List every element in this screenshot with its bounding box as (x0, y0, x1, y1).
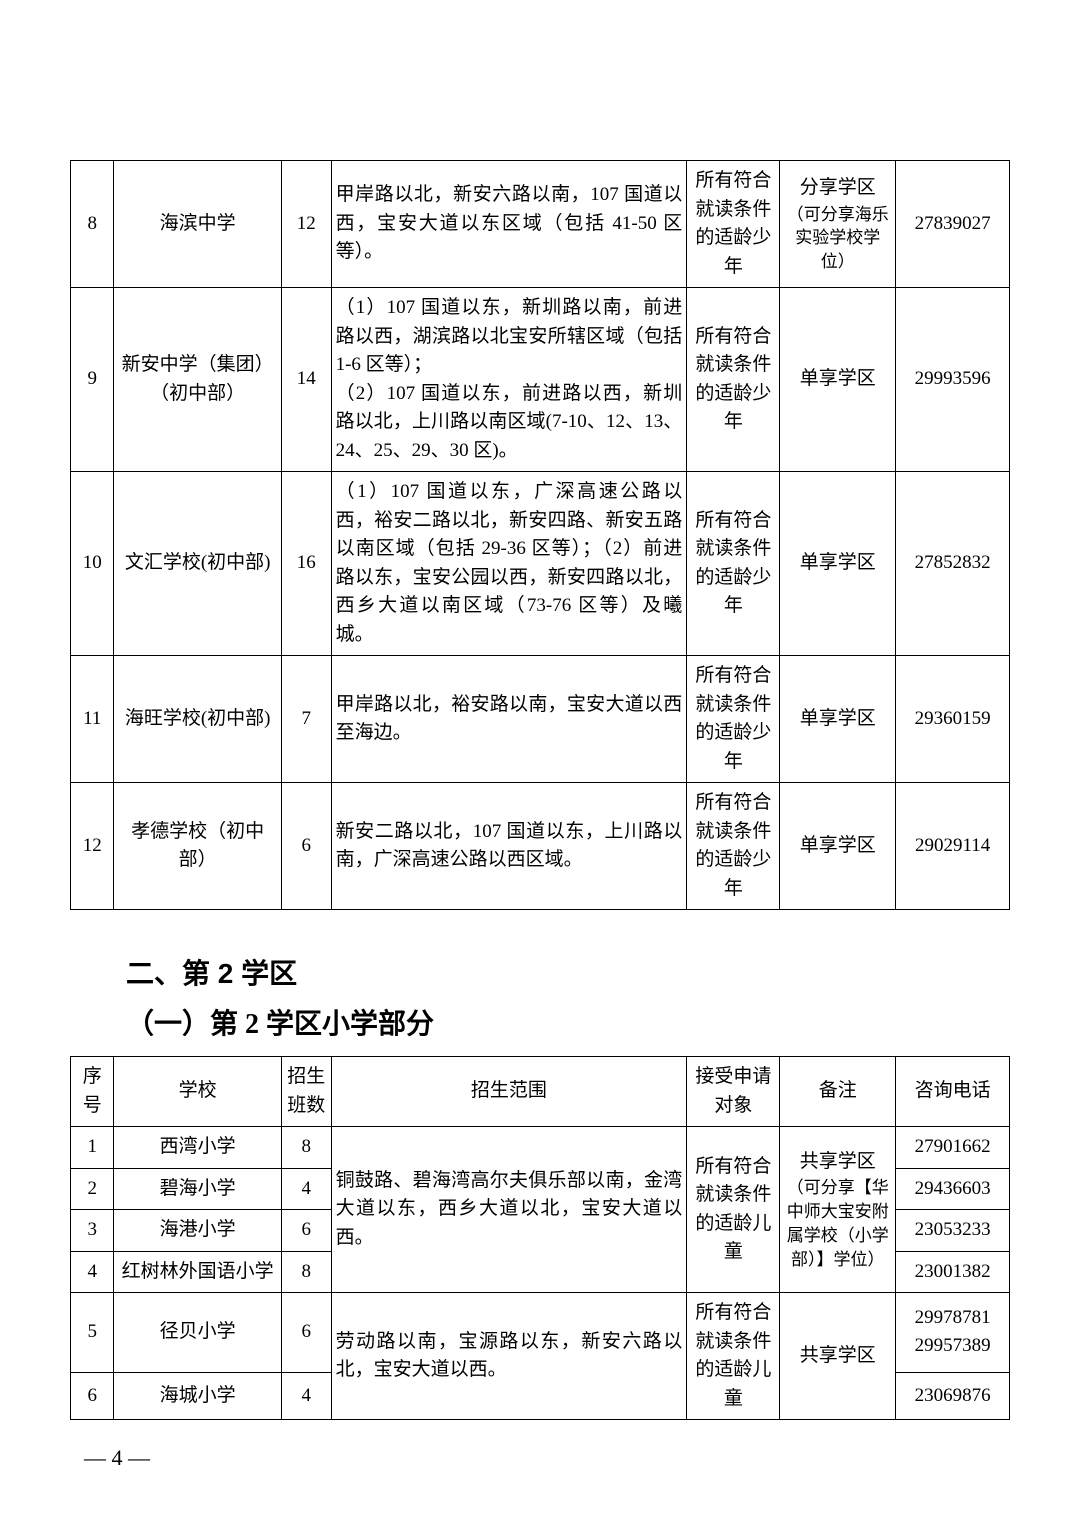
cell-idx: 3 (71, 1210, 114, 1252)
cell-classes: 8 (281, 1127, 331, 1169)
cell-school: 碧海小学 (114, 1168, 282, 1210)
cell-note-merged: 共享学区 （可分享【华中师大宝安附属学校（小学部）】学位） (780, 1127, 896, 1293)
cell-phone: 29360159 (896, 656, 1010, 783)
cell-idx: 11 (71, 656, 114, 783)
cell-target: 所有符合就读条件的适龄少年 (687, 656, 780, 783)
table-row: 5 径贝小学 6 劳动路以南，宝源路以东，新安六路以北，宝安大道以西。 所有符合… (71, 1293, 1010, 1373)
cell-classes: 4 (281, 1168, 331, 1210)
cell-idx: 12 (71, 783, 114, 910)
cell-school: 径贝小学 (114, 1293, 282, 1373)
header-idx: 序号 (71, 1057, 114, 1127)
section-2-title: 二、第 2 学区 (126, 952, 1010, 992)
cell-idx: 10 (71, 472, 114, 656)
cell-idx: 5 (71, 1293, 114, 1373)
page-number: — 4 — (84, 1445, 150, 1471)
cell-target: 所有符合就读条件的适龄少年 (687, 472, 780, 656)
cell-note: 单享学区 (780, 288, 896, 472)
header-phone: 咨询电话 (896, 1057, 1010, 1127)
table-row: 1 西湾小学 8 铜鼓路、碧海湾高尔夫俱乐部以南，金湾大道以东，西乡大道以北，宝… (71, 1127, 1010, 1169)
table-header-row: 序号 学校 招生班数 招生范围 接受申请对象 备注 咨询电话 (71, 1057, 1010, 1127)
cell-classes: 7 (281, 656, 331, 783)
cell-school: 海港小学 (114, 1210, 282, 1252)
cell-idx: 6 (71, 1372, 114, 1419)
table-row: 12 孝德学校（初中部） 6 新安二路以北，107 国道以东，上川路以南，广深高… (71, 783, 1010, 910)
cell-phone: 29993596 (896, 288, 1010, 472)
cell-note: 分享学区 （可分享海乐实验学校学位） (780, 161, 896, 288)
header-target: 接受申请对象 (687, 1057, 780, 1127)
cell-idx: 1 (71, 1127, 114, 1169)
cell-classes: 6 (281, 1210, 331, 1252)
cell-scope: （1）107 国道以东，新圳路以南，前进路以西，湖滨路以北宝安所辖区域（包括 1… (331, 288, 687, 472)
cell-scope: 甲岸路以北，新安六路以南，107 国道以西，宝安大道以东区域（包括 41-50 … (331, 161, 687, 288)
cell-classes: 12 (281, 161, 331, 288)
table-district1-continued: 8 海滨中学 12 甲岸路以北，新安六路以南，107 国道以西，宝安大道以东区域… (70, 160, 1010, 910)
cell-target-merged: 所有符合就读条件的适龄儿童 (687, 1293, 780, 1420)
cell-phone: 29436603 (896, 1168, 1010, 1210)
cell-phone: 27901662 (896, 1127, 1010, 1169)
cell-classes: 14 (281, 288, 331, 472)
cell-note: 单享学区 (780, 472, 896, 656)
cell-classes: 6 (281, 1293, 331, 1373)
cell-phone: 23001382 (896, 1251, 1010, 1293)
cell-school: 文汇学校(初中部) (114, 472, 282, 656)
table-district2-primary: 序号 学校 招生班数 招生范围 接受申请对象 备注 咨询电话 1 西湾小学 8 … (70, 1056, 1010, 1420)
cell-school: 西湾小学 (114, 1127, 282, 1169)
cell-school: 红树林外国语小学 (114, 1251, 282, 1293)
note-sub: （可分享【华中师大宝安附属学校（小学部）】学位） (784, 1176, 891, 1271)
cell-note-merged: 共享学区 (780, 1293, 896, 1420)
cell-target: 所有符合就读条件的适龄少年 (687, 288, 780, 472)
header-scope: 招生范围 (331, 1057, 687, 1127)
cell-scope: 新安二路以北，107 国道以东，上川路以南，广深高速公路以西区域。 (331, 783, 687, 910)
cell-phone: 23053233 (896, 1210, 1010, 1252)
section-2-subtitle: （一）第 2 学区小学部分 (126, 1002, 1010, 1042)
cell-classes: 6 (281, 783, 331, 910)
cell-classes: 16 (281, 472, 331, 656)
table-row: 11 海旺学校(初中部) 7 甲岸路以北，裕安路以南，宝安大道以西至海边。 所有… (71, 656, 1010, 783)
note-title: 共享学区 (784, 1148, 891, 1177)
table-row: 9 新安中学（集团）（初中部） 14 （1）107 国道以东，新圳路以南，前进路… (71, 288, 1010, 472)
table-row: 10 文汇学校(初中部) 16 （1）107 国道以东，广深高速公路以西，裕安二… (71, 472, 1010, 656)
cell-school: 海旺学校(初中部) (114, 656, 282, 783)
header-note: 备注 (780, 1057, 896, 1127)
cell-classes: 4 (281, 1372, 331, 1419)
cell-target-merged: 所有符合就读条件的适龄儿童 (687, 1127, 780, 1293)
cell-idx: 8 (71, 161, 114, 288)
cell-idx: 2 (71, 1168, 114, 1210)
cell-phone: 29978781 29957389 (896, 1293, 1010, 1373)
cell-note: 单享学区 (780, 656, 896, 783)
cell-school: 孝德学校（初中部） (114, 783, 282, 910)
cell-phone: 29029114 (896, 783, 1010, 910)
cell-classes: 8 (281, 1251, 331, 1293)
cell-school: 海城小学 (114, 1372, 282, 1419)
cell-scope: （1）107 国道以东，广深高速公路以西，裕安二路以北，新安四路、新安五路以南区… (331, 472, 687, 656)
cell-target: 所有符合就读条件的适龄少年 (687, 161, 780, 288)
note-sub: （可分享海乐实验学校学位） (784, 203, 891, 274)
cell-school: 海滨中学 (114, 161, 282, 288)
cell-scope: 甲岸路以北，裕安路以南，宝安大道以西至海边。 (331, 656, 687, 783)
header-school: 学校 (114, 1057, 282, 1127)
cell-phone: 27839027 (896, 161, 1010, 288)
cell-idx: 4 (71, 1251, 114, 1293)
cell-phone: 23069876 (896, 1372, 1010, 1419)
header-classes: 招生班数 (281, 1057, 331, 1127)
cell-note: 单享学区 (780, 783, 896, 910)
cell-phone: 27852832 (896, 472, 1010, 656)
cell-school: 新安中学（集团）（初中部） (114, 288, 282, 472)
cell-scope-merged: 铜鼓路、碧海湾高尔夫俱乐部以南，金湾大道以东，西乡大道以北，宝安大道以西。 (331, 1127, 687, 1293)
cell-target: 所有符合就读条件的适龄少年 (687, 783, 780, 910)
cell-idx: 9 (71, 288, 114, 472)
table-row: 8 海滨中学 12 甲岸路以北，新安六路以南，107 国道以西，宝安大道以东区域… (71, 161, 1010, 288)
note-title: 分享学区 (784, 174, 891, 203)
cell-scope-merged: 劳动路以南，宝源路以东，新安六路以北，宝安大道以西。 (331, 1293, 687, 1420)
